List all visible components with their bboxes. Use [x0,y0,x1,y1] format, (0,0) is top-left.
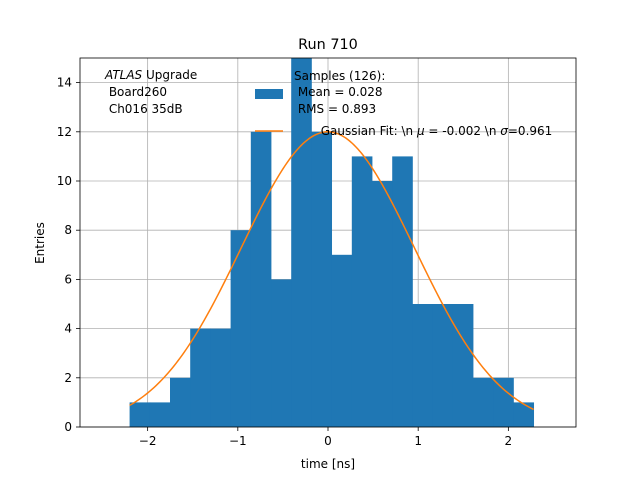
x-axis-ticks: −2 −1 0 1 2 [139,427,512,448]
y-tick-label: 2 [64,371,72,385]
histogram-bar [230,230,252,427]
legend-histogram-line2: Mean = 0.028 [294,85,383,99]
histogram-bar [311,131,333,428]
x-tick-label: −1 [229,434,247,448]
histogram-bar [170,377,191,427]
legend-fit-end: =0.961 [508,124,552,138]
histogram-bar [513,402,535,427]
y-tick-label: 12 [57,125,72,139]
histogram-bars [129,58,535,428]
histogram-bar [412,304,434,427]
histogram-bar [129,402,151,427]
x-tick-label: 1 [414,434,422,448]
legend-histogram-line3: RMS = 0.893 [294,102,376,116]
atlas-label: ATLAS [104,68,143,82]
histogram-bar [432,304,454,427]
histogram-bar [190,328,211,427]
board-label: Board260 [105,85,167,99]
histogram-bar [351,156,373,427]
gaussian-fit-curve [129,131,534,411]
y-tick-label: 8 [64,223,72,237]
atlas-suffix: Upgrade [142,68,197,82]
y-tick-label: 14 [57,76,72,90]
channel-label: Ch016 35dB [105,102,183,116]
histogram-bar [372,181,393,427]
histogram-bar [392,156,413,427]
legend-fit-prefix: Gaussian Fit: \n [321,124,417,138]
atlas-annotation: ATLAS Upgrade Board260 Ch016 35dB [104,68,197,116]
legend-histogram-line1: Samples (126): [294,69,385,83]
histogram-bar [250,131,272,428]
legend-fit-mu: μ [416,124,425,138]
y-tick-label: 6 [64,272,72,286]
y-tick-label: 10 [57,174,72,188]
histogram-bar [493,377,514,427]
legend-histogram-swatch [255,89,283,99]
legend: Samples (126): Mean = 0.028 RMS = 0.893 … [255,69,571,138]
histogram-bar [210,328,232,427]
histogram-bar [271,279,292,427]
x-axis-label: time [ns] [301,457,355,471]
y-axis-label: Entries [33,222,47,264]
y-tick-label: 4 [64,322,72,336]
x-tick-label: 2 [505,434,513,448]
legend-fit-sigma: σ [500,124,508,138]
histogram-bar [149,402,171,427]
x-tick-label: −2 [139,434,157,448]
chart-title: Run 710 [298,37,358,53]
x-tick-label: 0 [324,434,332,448]
legend-fit-mid: = -0.002 \n [425,124,501,138]
histogram-bar [331,254,353,427]
svg-text:ATLAS Upgrade: ATLAS Upgrade [104,68,197,82]
legend-fit-label: Gaussian Fit: \n μ = -0.002 \n σ=0.961 [294,124,571,138]
histogram-bar [452,304,474,427]
histogram-bar [473,377,494,427]
y-axis-ticks: 0 2 4 6 8 10 12 14 [57,76,80,434]
y-tick-label: 0 [64,420,72,434]
